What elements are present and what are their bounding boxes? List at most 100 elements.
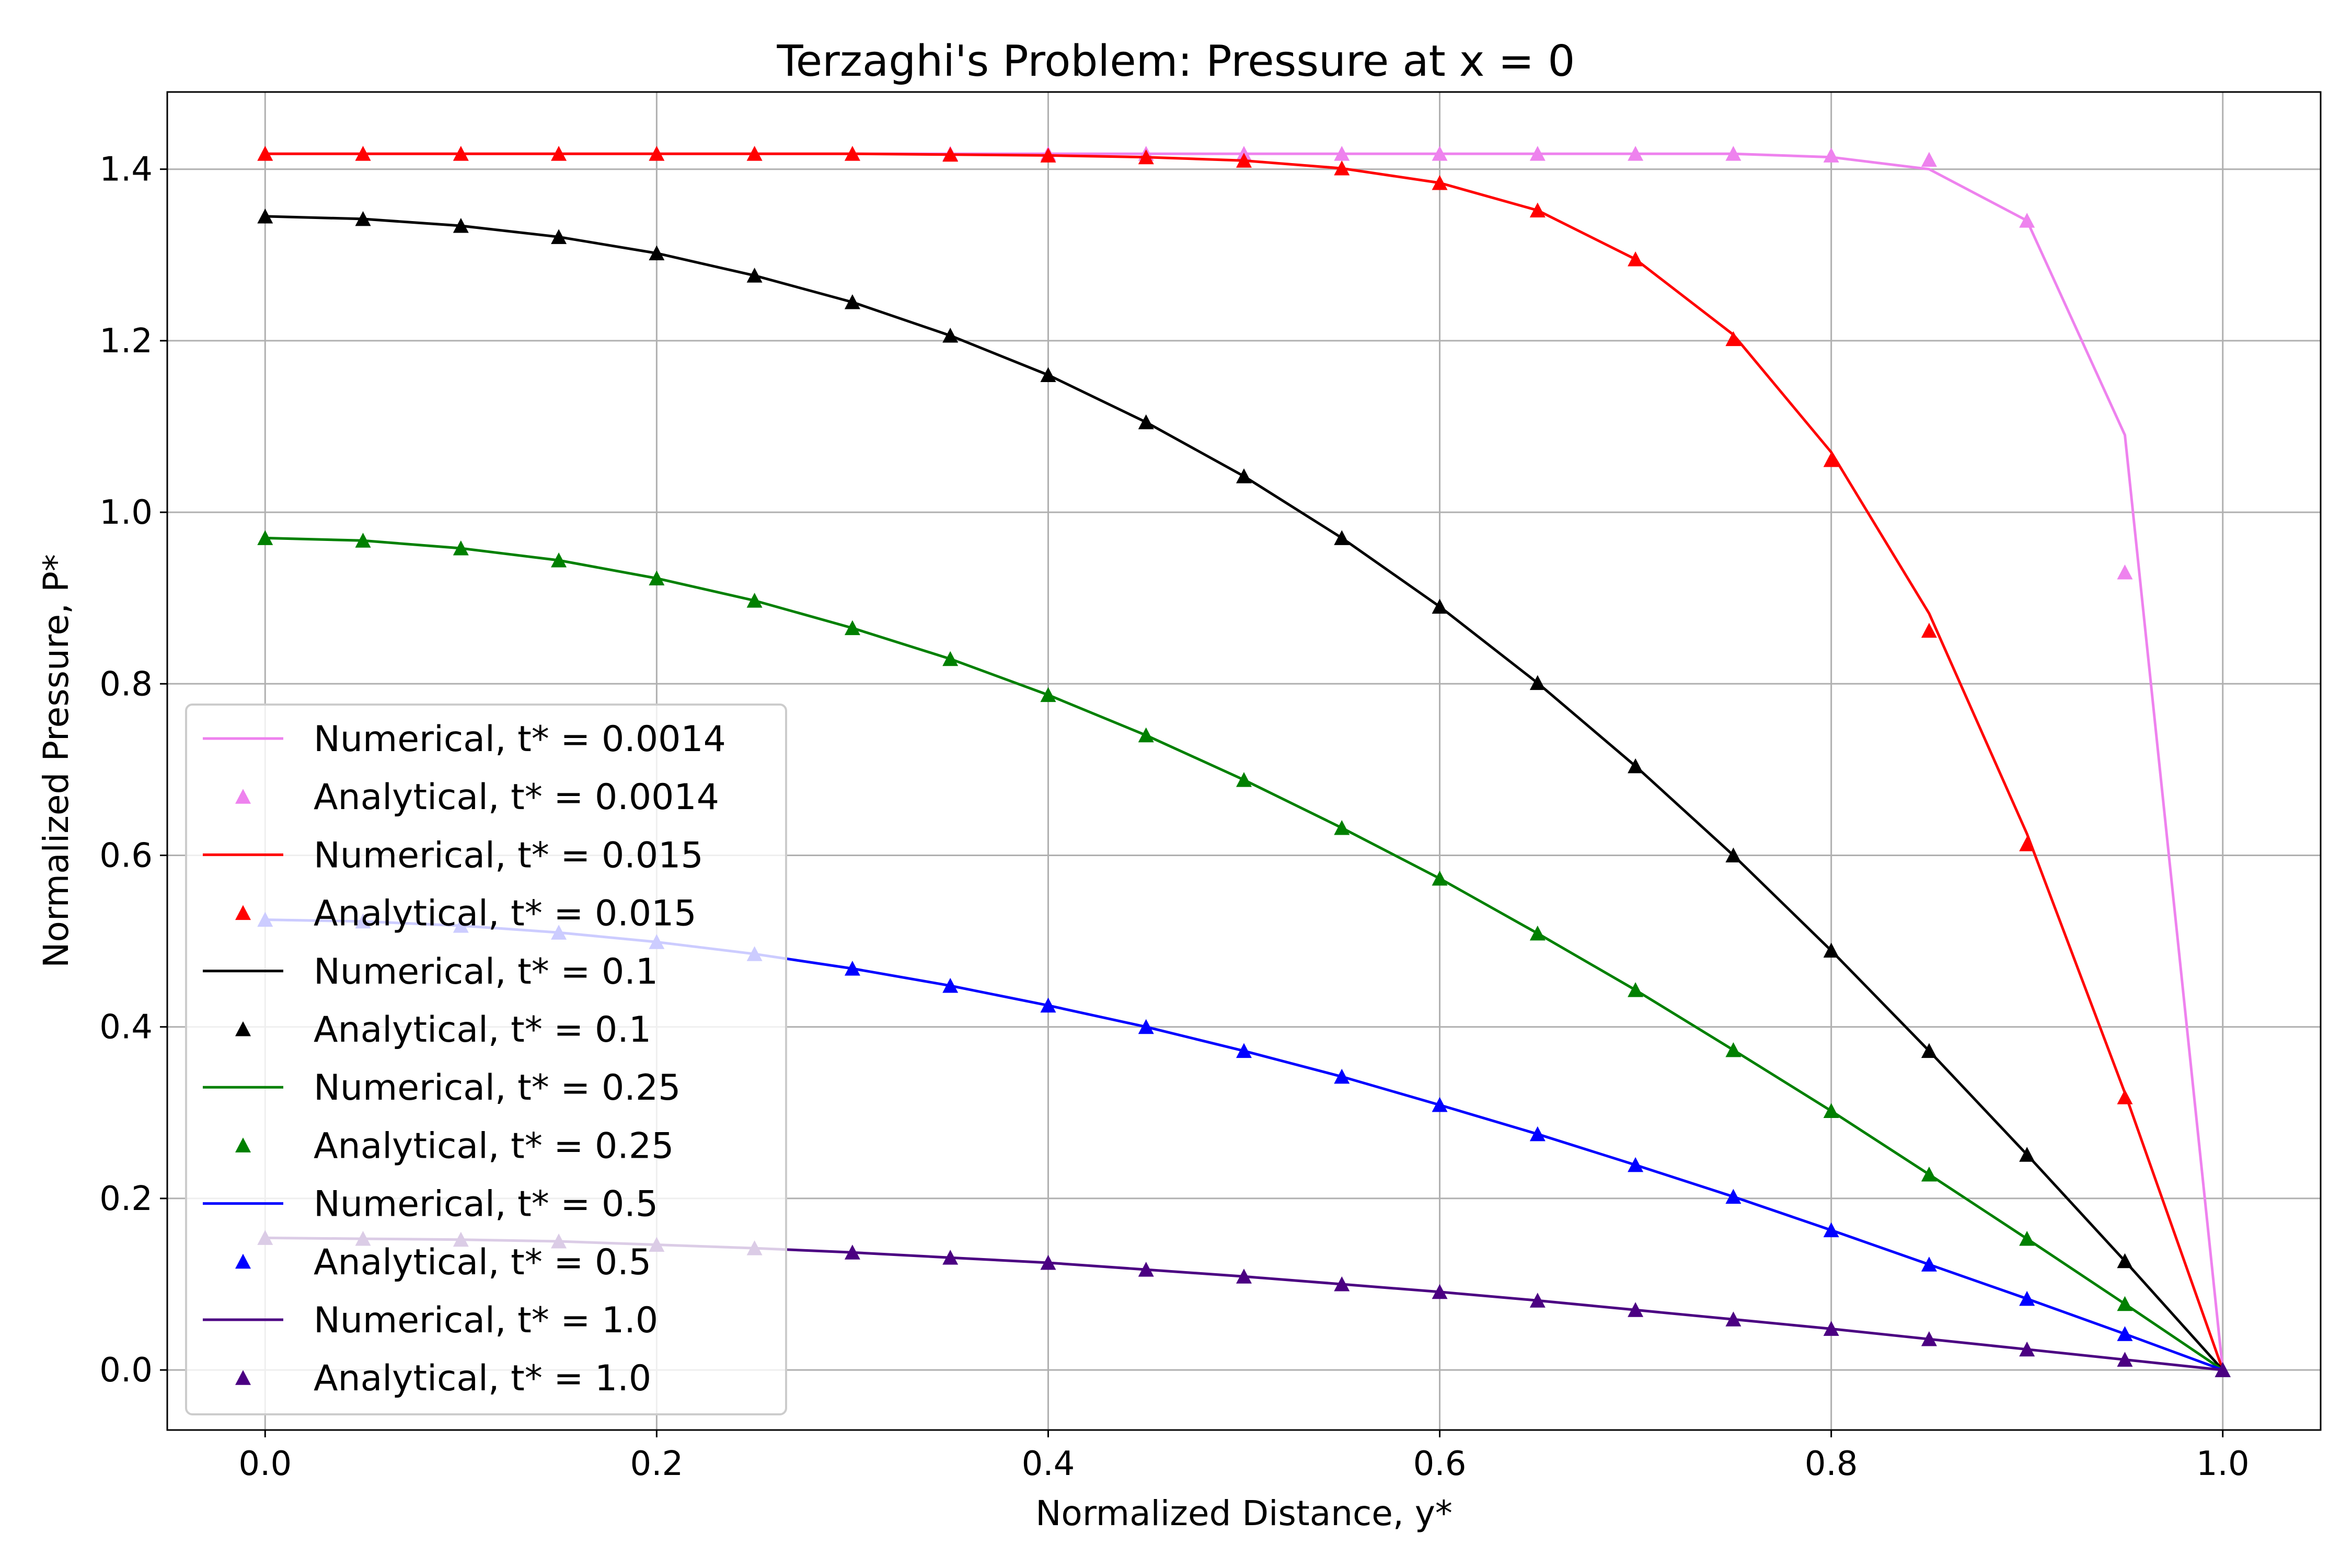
legend: Numerical, t* = 0.0014 Analytical, t* = 0… <box>185 704 787 1415</box>
analytical-marker-t-0-1 <box>1823 942 1839 958</box>
x-tick-label: 1.0 <box>2196 1445 2250 1483</box>
analytical-marker-t-0-5 <box>1334 1068 1350 1084</box>
analytical-marker-t-0-25 <box>1040 687 1056 702</box>
analytical-marker-t-0-015 <box>355 146 371 161</box>
analytical-marker-t-1-0 <box>844 1244 860 1260</box>
y-tick-label: 1.2 <box>99 322 153 361</box>
analytical-marker-t-1-0 <box>1040 1255 1056 1270</box>
analytical-marker-t-1-0 <box>1823 1321 1839 1336</box>
analytical-marker-t-0-25 <box>257 530 273 545</box>
analytical-marker-t-0-25 <box>1725 1042 1742 1057</box>
legend-label: Numerical, t* = 0.5 <box>314 1184 658 1225</box>
analytical-marker-t-1-0 <box>1628 1302 1644 1317</box>
analytical-marker-t-0-0014 <box>1725 146 1742 161</box>
analytical-marker-t-1-0 <box>2215 1362 2231 1377</box>
x-axis: 0.0 0.2 0.4 0.6 0.8 1.0 <box>238 1430 2250 1483</box>
analytical-marker-t-0-0014 <box>2019 213 2035 228</box>
analytical-marker-t-0-015 <box>844 146 860 161</box>
legend-marker-swatch-t-0-5 <box>235 1253 251 1269</box>
y-axis-label: Normalized Pressure, P* <box>36 554 76 968</box>
analytical-marker-t-0-015 <box>746 146 763 161</box>
analytical-marker-t-0-25 <box>1921 1166 1937 1182</box>
analytical-marker-t-0-5 <box>1432 1097 1448 1112</box>
analytical-marker-t-0-25 <box>355 533 371 548</box>
analytical-marker-t-0-015 <box>1040 147 1056 163</box>
analytical-marker-t-0-1 <box>1725 847 1742 863</box>
analytical-marker-t-0-1 <box>1921 1043 1937 1058</box>
legend-label: Analytical, t* = 0.1 <box>314 1009 651 1051</box>
analytical-marker-t-0-1 <box>1529 675 1546 690</box>
analytical-marker-t-0-015 <box>1823 452 1839 467</box>
analytical-marker-t-0-25 <box>746 593 763 608</box>
legend-label: Numerical, t* = 0.1 <box>314 951 658 993</box>
analytical-marker-t-0-0014 <box>2117 564 2133 580</box>
analytical-marker-t-0-5 <box>1040 997 1056 1013</box>
analytical-marker-t-1-0 <box>1236 1269 1252 1284</box>
analytical-marker-t-0-015 <box>1334 160 1350 176</box>
analytical-marker-t-0-25 <box>942 651 959 666</box>
analytical-marker-t-0-25 <box>844 620 860 636</box>
analytical-marker-t-0-1 <box>1138 414 1154 430</box>
analytical-marker-t-0-5 <box>1236 1043 1252 1058</box>
analytical-marker-t-0-1 <box>942 328 959 343</box>
analytical-marker-t-0-015 <box>1725 331 1742 347</box>
analytical-marker-t-0-015 <box>257 146 273 161</box>
x-tick-label: 0.0 <box>238 1445 292 1483</box>
analytical-marker-t-1-0 <box>2019 1341 2035 1357</box>
analytical-marker-t-0-1 <box>649 245 665 261</box>
analytical-marker-t-0-015 <box>453 146 469 161</box>
legend-label: Numerical, t* = 0.0014 <box>314 719 726 760</box>
analytical-marker-t-1-0 <box>1138 1262 1154 1277</box>
analytical-marker-t-0-1 <box>453 218 469 233</box>
analytical-marker-t-0-25 <box>1529 925 1546 941</box>
analytical-marker-t-0-25 <box>1823 1103 1839 1119</box>
analytical-marker-t-0-0014 <box>1921 152 1937 167</box>
analytical-marker-t-0-1 <box>1334 530 1350 545</box>
analytical-marker-t-0-5 <box>1823 1222 1839 1238</box>
analytical-marker-t-0-1 <box>1040 367 1056 383</box>
chart-title: Terzaghi's Problem: Pressure at x = 0 <box>777 37 1575 86</box>
y-tick-label: 1.0 <box>99 493 153 532</box>
analytical-marker-t-0-5 <box>2117 1326 2133 1341</box>
analytical-marker-t-0-5 <box>1138 1019 1154 1034</box>
legend-label: Numerical, t* = 0.25 <box>314 1067 681 1109</box>
y-tick-label: 0.2 <box>99 1180 153 1218</box>
y-tick-label: 0.8 <box>99 665 153 704</box>
analytical-marker-t-0-1 <box>1628 758 1644 774</box>
legend-marker-swatch-t-0-015 <box>235 905 251 920</box>
analytical-marker-t-0-1 <box>2019 1147 2035 1162</box>
x-axis-label: Normalized Distance, y* <box>1035 1493 1452 1534</box>
analytical-marker-t-0-25 <box>1236 772 1252 787</box>
y-tick-label: 0.4 <box>99 1008 153 1047</box>
analytical-marker-t-0-1 <box>1236 468 1252 483</box>
analytical-marker-t-0-25 <box>649 570 665 585</box>
analytical-marker-t-0-1 <box>746 268 763 283</box>
plot-area <box>257 146 2231 1377</box>
legend-box <box>185 704 787 1415</box>
y-tick-label: 1.4 <box>99 151 153 189</box>
y-tick-label: 0.6 <box>99 837 153 875</box>
series-t-0-1 <box>257 208 2231 1377</box>
analytical-marker-t-0-0014 <box>1529 146 1546 161</box>
analytical-marker-t-1-0 <box>942 1250 959 1265</box>
analytical-marker-t-0-015 <box>1921 622 1937 638</box>
analytical-marker-t-1-0 <box>2117 1352 2133 1367</box>
analytical-marker-t-0-5 <box>1529 1126 1546 1142</box>
analytical-marker-t-1-0 <box>1529 1293 1546 1308</box>
analytical-marker-t-0-015 <box>551 146 567 161</box>
analytical-marker-t-0-015 <box>1529 202 1546 217</box>
analytical-marker-t-0-25 <box>551 552 567 568</box>
analytical-marker-t-1-0 <box>1432 1284 1448 1299</box>
y-axis: 0.0 0.2 0.4 0.6 0.8 1.0 1.2 1.4 <box>99 151 167 1390</box>
x-tick-label: 0.2 <box>630 1445 683 1483</box>
analytical-marker-t-0-5 <box>1921 1256 1937 1272</box>
analytical-marker-t-1-0 <box>1334 1276 1350 1292</box>
legend-label: Numerical, t* = 0.015 <box>314 835 704 876</box>
analytical-marker-t-0-015 <box>2019 836 2035 851</box>
analytical-marker-t-1-0 <box>1921 1331 1937 1346</box>
x-tick-label: 0.6 <box>1413 1445 1467 1483</box>
analytical-marker-t-0-1 <box>2117 1253 2133 1269</box>
x-tick-label: 0.4 <box>1022 1445 1075 1483</box>
analytical-marker-t-0-5 <box>1725 1189 1742 1204</box>
